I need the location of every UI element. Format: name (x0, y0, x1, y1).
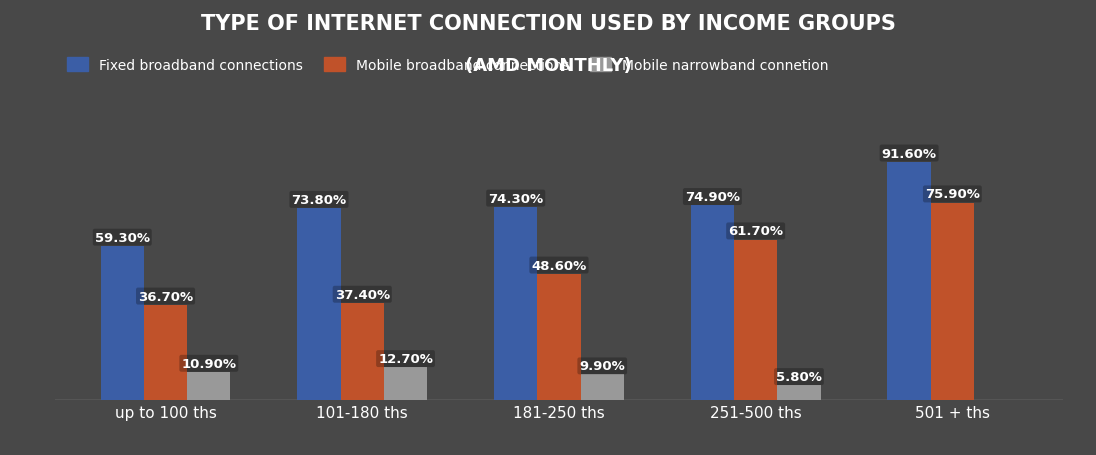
Text: 74.90%: 74.90% (685, 191, 740, 203)
Bar (144, 305, 187, 400)
Bar (777, 385, 821, 400)
Bar (494, 207, 537, 400)
Text: (AMD MONTHLY): (AMD MONTHLY) (465, 57, 631, 75)
Text: 48.60%: 48.60% (532, 259, 586, 272)
Text: 36.70%: 36.70% (138, 290, 193, 303)
Bar (297, 208, 341, 400)
Bar (537, 274, 581, 400)
Bar (931, 203, 974, 400)
Text: TYPE OF INTERNET CONNECTION USED BY INCOME GROUPS: TYPE OF INTERNET CONNECTION USED BY INCO… (201, 14, 895, 34)
Text: 5.80%: 5.80% (776, 370, 822, 383)
Text: 37.40%: 37.40% (334, 288, 390, 301)
Bar (341, 303, 384, 400)
Text: 75.90%: 75.90% (925, 188, 980, 201)
Bar (384, 367, 427, 400)
Bar (888, 162, 931, 400)
Text: 73.80%: 73.80% (292, 193, 346, 207)
Text: 61.70%: 61.70% (728, 225, 784, 238)
Bar (581, 374, 624, 400)
Legend: Fixed broadband connections, Mobile broadband connections, Mobile narrowband con: Fixed broadband connections, Mobile broa… (61, 52, 834, 78)
Text: 59.30%: 59.30% (94, 231, 150, 244)
Text: 91.60%: 91.60% (881, 147, 937, 160)
Text: 9.90%: 9.90% (580, 359, 625, 373)
Bar (690, 206, 734, 400)
Bar (101, 246, 144, 400)
Text: 12.70%: 12.70% (378, 352, 433, 365)
Bar (734, 240, 777, 400)
Bar (187, 372, 230, 400)
Text: 74.30%: 74.30% (488, 192, 544, 205)
Text: 10.90%: 10.90% (181, 357, 237, 370)
